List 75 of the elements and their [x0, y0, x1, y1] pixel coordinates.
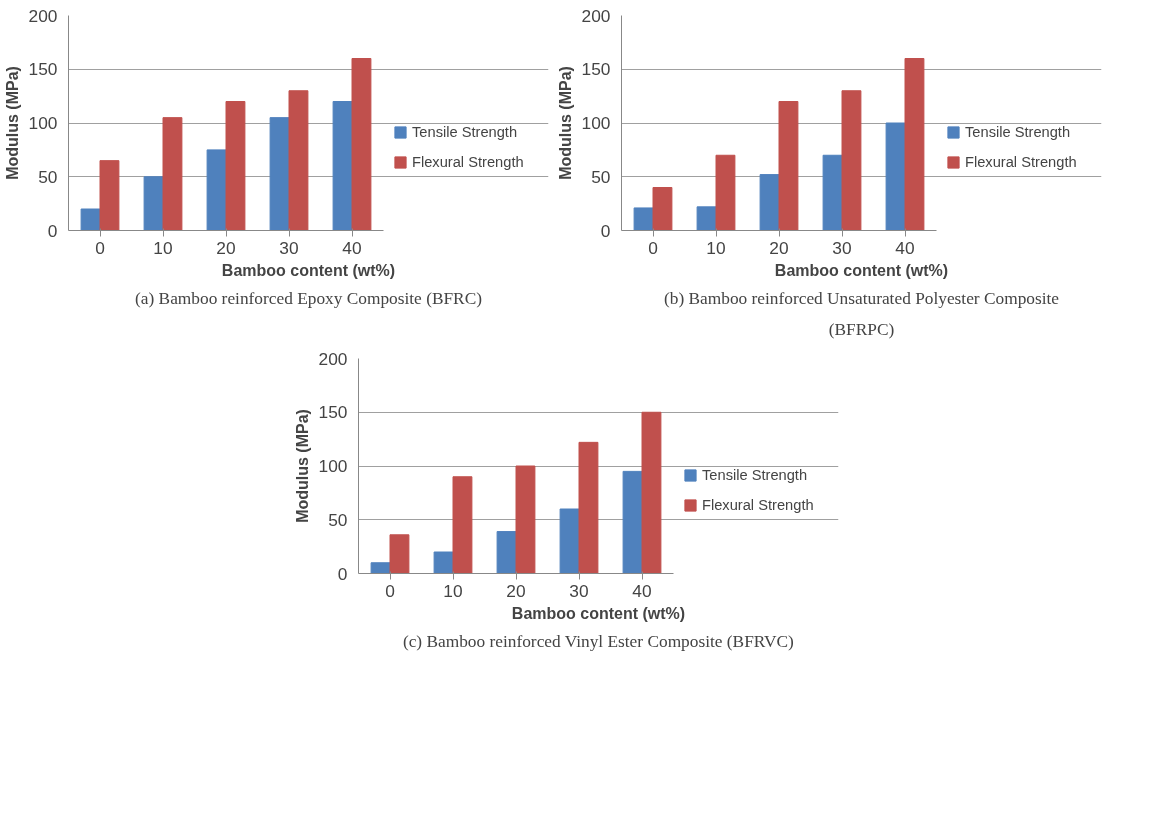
- y-axis-title: Modulus (MPa): [556, 66, 574, 180]
- text: (a) Bamboo reinforced Epoxy Composite (BFRC): [135, 288, 483, 308]
- y-tick-label: 100: [318, 456, 348, 476]
- y-tick-label: 50: [328, 509, 348, 530]
- text: (b) Bamboo reinforced Unsaturated Polyester Composite (BFRPC): [663, 288, 1060, 339]
- x-tick-label: 20: [506, 580, 526, 601]
- x-axis-title: Bamboo content (wt%): [774, 261, 949, 279]
- bar: [559, 508, 580, 574]
- y-tick-label: 100: [28, 113, 58, 133]
- x-tick-label: 40: [632, 580, 652, 601]
- bar: [696, 206, 717, 231]
- legend-label: Tensile Strength: [965, 124, 1071, 140]
- bar: [885, 122, 906, 231]
- y-tick-label: 0: [600, 220, 611, 241]
- bar: [162, 117, 183, 231]
- x-axis-title: Bamboo content (wt%): [221, 261, 396, 279]
- legend-label: Flexural Strength: [702, 497, 814, 513]
- bar: [370, 562, 391, 574]
- y-axis-title: Modulus (MPa): [293, 409, 311, 523]
- bar: [99, 160, 120, 231]
- bar: [452, 476, 473, 574]
- y-tick-label: 50: [38, 166, 58, 187]
- bar: [389, 534, 410, 574]
- y-tick-label: 50: [591, 166, 611, 187]
- y-tick-label: 200: [28, 5, 58, 26]
- x-tick-label: 0: [648, 237, 658, 258]
- x-tick-label: 30: [569, 580, 589, 601]
- bar: [143, 176, 164, 231]
- bar: [206, 149, 227, 231]
- y-tick-label: 150: [28, 59, 58, 80]
- legend-label: Tensile Strength: [412, 124, 518, 140]
- bar: [496, 531, 517, 574]
- legend-label: Tensile Strength: [702, 467, 808, 483]
- bar: [759, 174, 780, 231]
- bar: [578, 441, 599, 574]
- bar: [641, 411, 662, 574]
- bar: [822, 154, 843, 231]
- y-tick-label: 0: [47, 220, 58, 241]
- y-tick-label: 200: [581, 5, 611, 26]
- bar: [778, 101, 799, 231]
- bar: [80, 208, 101, 231]
- bar: [652, 187, 673, 231]
- x-tick-label: 20: [769, 237, 789, 258]
- bar: [269, 117, 290, 231]
- x-tick-label: 40: [342, 237, 362, 258]
- x-tick-label: 30: [279, 237, 299, 258]
- x-tick-label: 10: [706, 237, 726, 258]
- x-tick-label: 10: [443, 580, 463, 601]
- y-tick-label: 0: [337, 563, 348, 584]
- bar: [841, 90, 862, 231]
- text: (c) Bamboo reinforced Vinyl Ester Composite (BFRVC): [402, 631, 795, 651]
- x-tick-label: 0: [95, 237, 105, 258]
- bar: [332, 101, 353, 231]
- y-tick-label: 150: [318, 402, 348, 423]
- legend-label: Flexural Strength: [412, 154, 524, 170]
- bar: [351, 58, 372, 231]
- bar: [633, 207, 654, 231]
- x-tick-label: 10: [153, 237, 173, 258]
- bar: [622, 470, 643, 574]
- x-tick-label: 30: [832, 237, 852, 258]
- bar: [715, 154, 736, 231]
- x-axis-title: Bamboo content (wt%): [511, 604, 686, 622]
- y-tick-label: 100: [581, 113, 611, 133]
- y-tick-label: 200: [318, 348, 348, 369]
- bar: [515, 465, 536, 574]
- x-tick-label: 0: [385, 580, 395, 601]
- bar: [288, 90, 309, 231]
- bar: [433, 551, 454, 574]
- x-tick-label: 40: [895, 237, 915, 258]
- y-tick-label: 150: [581, 59, 611, 80]
- legend-label: Flexural Strength: [965, 154, 1077, 170]
- y-axis-title: Modulus (MPa): [3, 66, 21, 180]
- bar: [904, 58, 925, 231]
- bar: [225, 101, 246, 231]
- x-tick-label: 20: [216, 237, 236, 258]
